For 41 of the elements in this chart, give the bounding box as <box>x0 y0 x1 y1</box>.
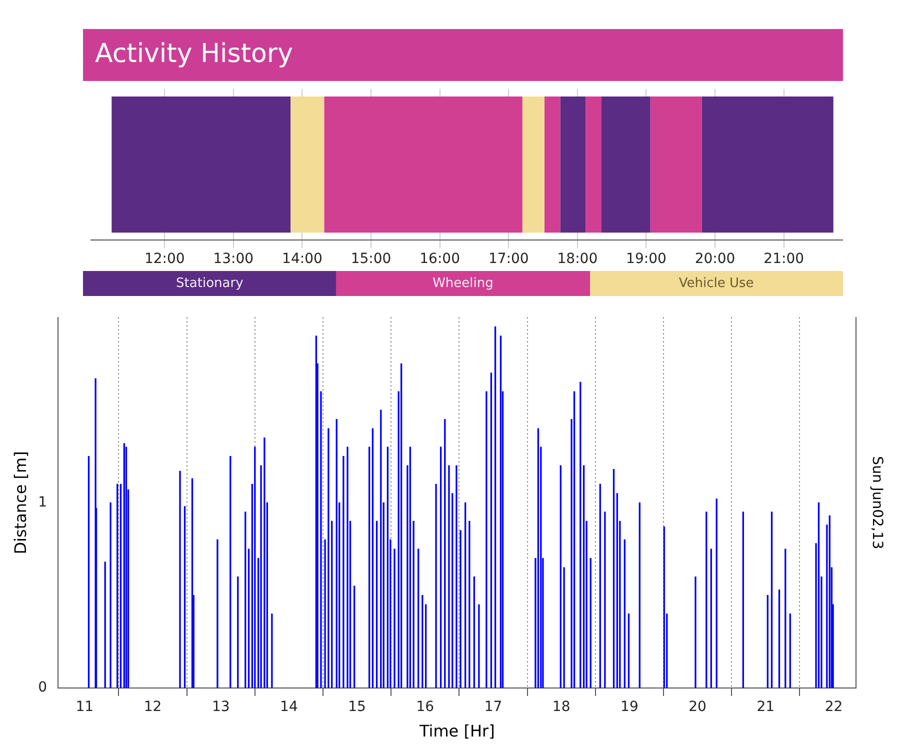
x-tick-label: 15 <box>348 699 366 716</box>
bar <box>290 96 324 233</box>
x-tick-label: 20 <box>688 699 706 716</box>
x-tick-label: 17:00 <box>488 251 529 268</box>
chart-title: Activity History <box>83 29 843 81</box>
bar <box>544 96 560 233</box>
x-tick-label: 15:00 <box>350 251 392 268</box>
x-tick-label: 22 <box>824 699 843 716</box>
text: Vehicle Use <box>590 271 843 296</box>
y-tick-label: 1 <box>38 494 48 510</box>
bar <box>324 96 522 233</box>
x-tick-label: 13 <box>212 699 230 716</box>
text: Wheeling <box>336 271 590 296</box>
x-tick-label: 21 <box>756 699 775 716</box>
x-tick-label: 18:00 <box>557 251 598 268</box>
x-tick-label: 13:00 <box>213 251 254 268</box>
bar <box>650 96 702 233</box>
x-tick-label: 18 <box>552 699 570 716</box>
bar <box>112 96 291 233</box>
text: Stationary <box>83 271 336 296</box>
x-tick-label: 11 <box>76 699 94 716</box>
x-tick-label: 19 <box>620 699 638 716</box>
x-tick-label: 12:00 <box>144 251 185 268</box>
x-tick-label: 19:00 <box>626 251 666 268</box>
x-tick-label: 14:00 <box>282 251 322 268</box>
y-tick-label: 0 <box>38 680 48 696</box>
bar <box>522 96 544 233</box>
x-tick-label: 16:00 <box>420 251 460 268</box>
x-tick-label: 17 <box>484 699 502 716</box>
y-axis-title: Distance [m] <box>10 451 30 554</box>
x-tick-label: 16 <box>416 699 434 716</box>
x-axis-title: Time [Hr] <box>418 722 495 741</box>
bar <box>586 96 602 233</box>
bar <box>560 96 586 233</box>
bar <box>702 96 834 233</box>
x-tick-label: 21:00 <box>764 251 804 268</box>
x-tick-label: 20:00 <box>694 251 736 268</box>
x-tick-label: 14 <box>280 699 298 716</box>
y2-axis-title: Sun Jun02,13 <box>868 456 885 550</box>
bar <box>602 96 650 233</box>
x-tick-label: 12 <box>144 699 162 716</box>
